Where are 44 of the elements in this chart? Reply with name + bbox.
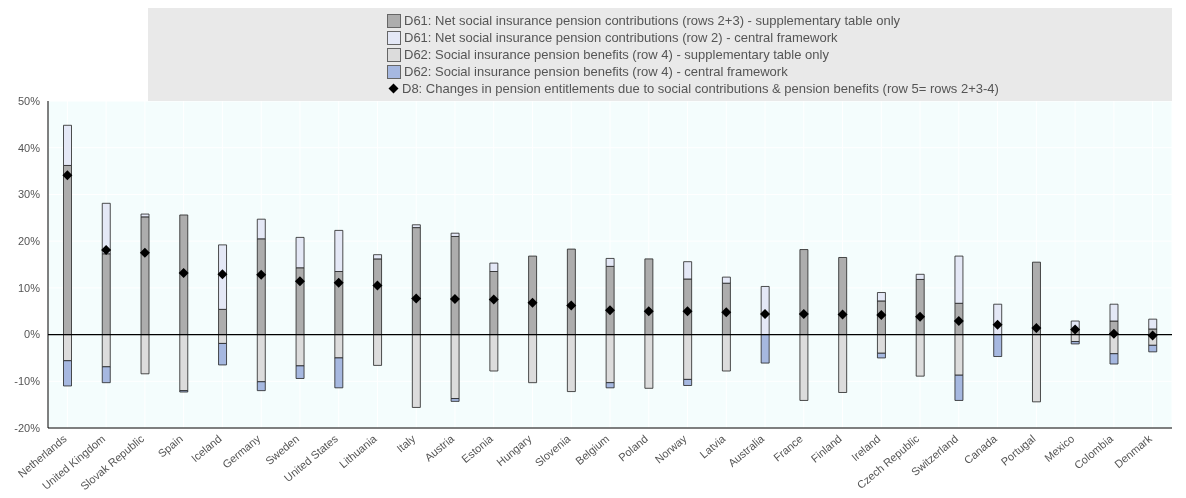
point — [62, 170, 73, 181]
point — [566, 300, 577, 311]
y-tick-label: 30% — [17, 188, 41, 201]
point — [217, 269, 228, 280]
legend-label: D62: Social insurance pension benefits (row 4) - supplementary table only — [404, 47, 829, 62]
legend-label: D61: Net social insurance pension contributions (rows 2+3) - supplementary table only — [404, 13, 901, 28]
point — [527, 297, 538, 308]
legend-label: D62: Social insurance pension benefits (row 4) - central framework — [404, 64, 788, 79]
point — [876, 309, 887, 320]
y-tick-label: -10% — [14, 375, 41, 388]
point — [372, 280, 383, 291]
legend-label: D8: Changes in pension entitlements due to social contributions & pension benefits (row 5= rows 2+3-4) — [402, 81, 999, 96]
point — [682, 306, 693, 317]
y-tick-label: -20% — [14, 421, 41, 434]
point — [488, 294, 499, 305]
point — [1147, 330, 1158, 341]
point — [449, 294, 460, 305]
y-tick-label: 40% — [17, 141, 41, 154]
point — [1031, 323, 1042, 334]
y-tick-label: 20% — [17, 235, 41, 248]
point — [643, 306, 654, 317]
point — [101, 245, 112, 256]
point — [605, 305, 615, 316]
point — [178, 267, 189, 278]
legend-label: D61: Net social insurance pension contributions (row 2) - central framework — [404, 30, 838, 45]
point — [294, 276, 305, 287]
y-tick-label: 10% — [17, 281, 41, 294]
point — [256, 269, 267, 280]
y-tick-label: 50% — [17, 94, 41, 107]
point — [139, 247, 150, 258]
point — [837, 309, 848, 320]
point — [953, 316, 964, 327]
point — [798, 309, 809, 320]
bar — [1148, 318, 1158, 330]
point — [411, 293, 422, 304]
y-tick-label: 0% — [24, 328, 41, 341]
point — [760, 309, 771, 320]
point — [721, 307, 732, 318]
x-tick-label: Italy — [394, 432, 418, 455]
point — [992, 319, 1003, 330]
point — [1108, 328, 1119, 339]
point — [333, 277, 344, 288]
point — [1070, 324, 1081, 335]
point — [915, 311, 926, 322]
